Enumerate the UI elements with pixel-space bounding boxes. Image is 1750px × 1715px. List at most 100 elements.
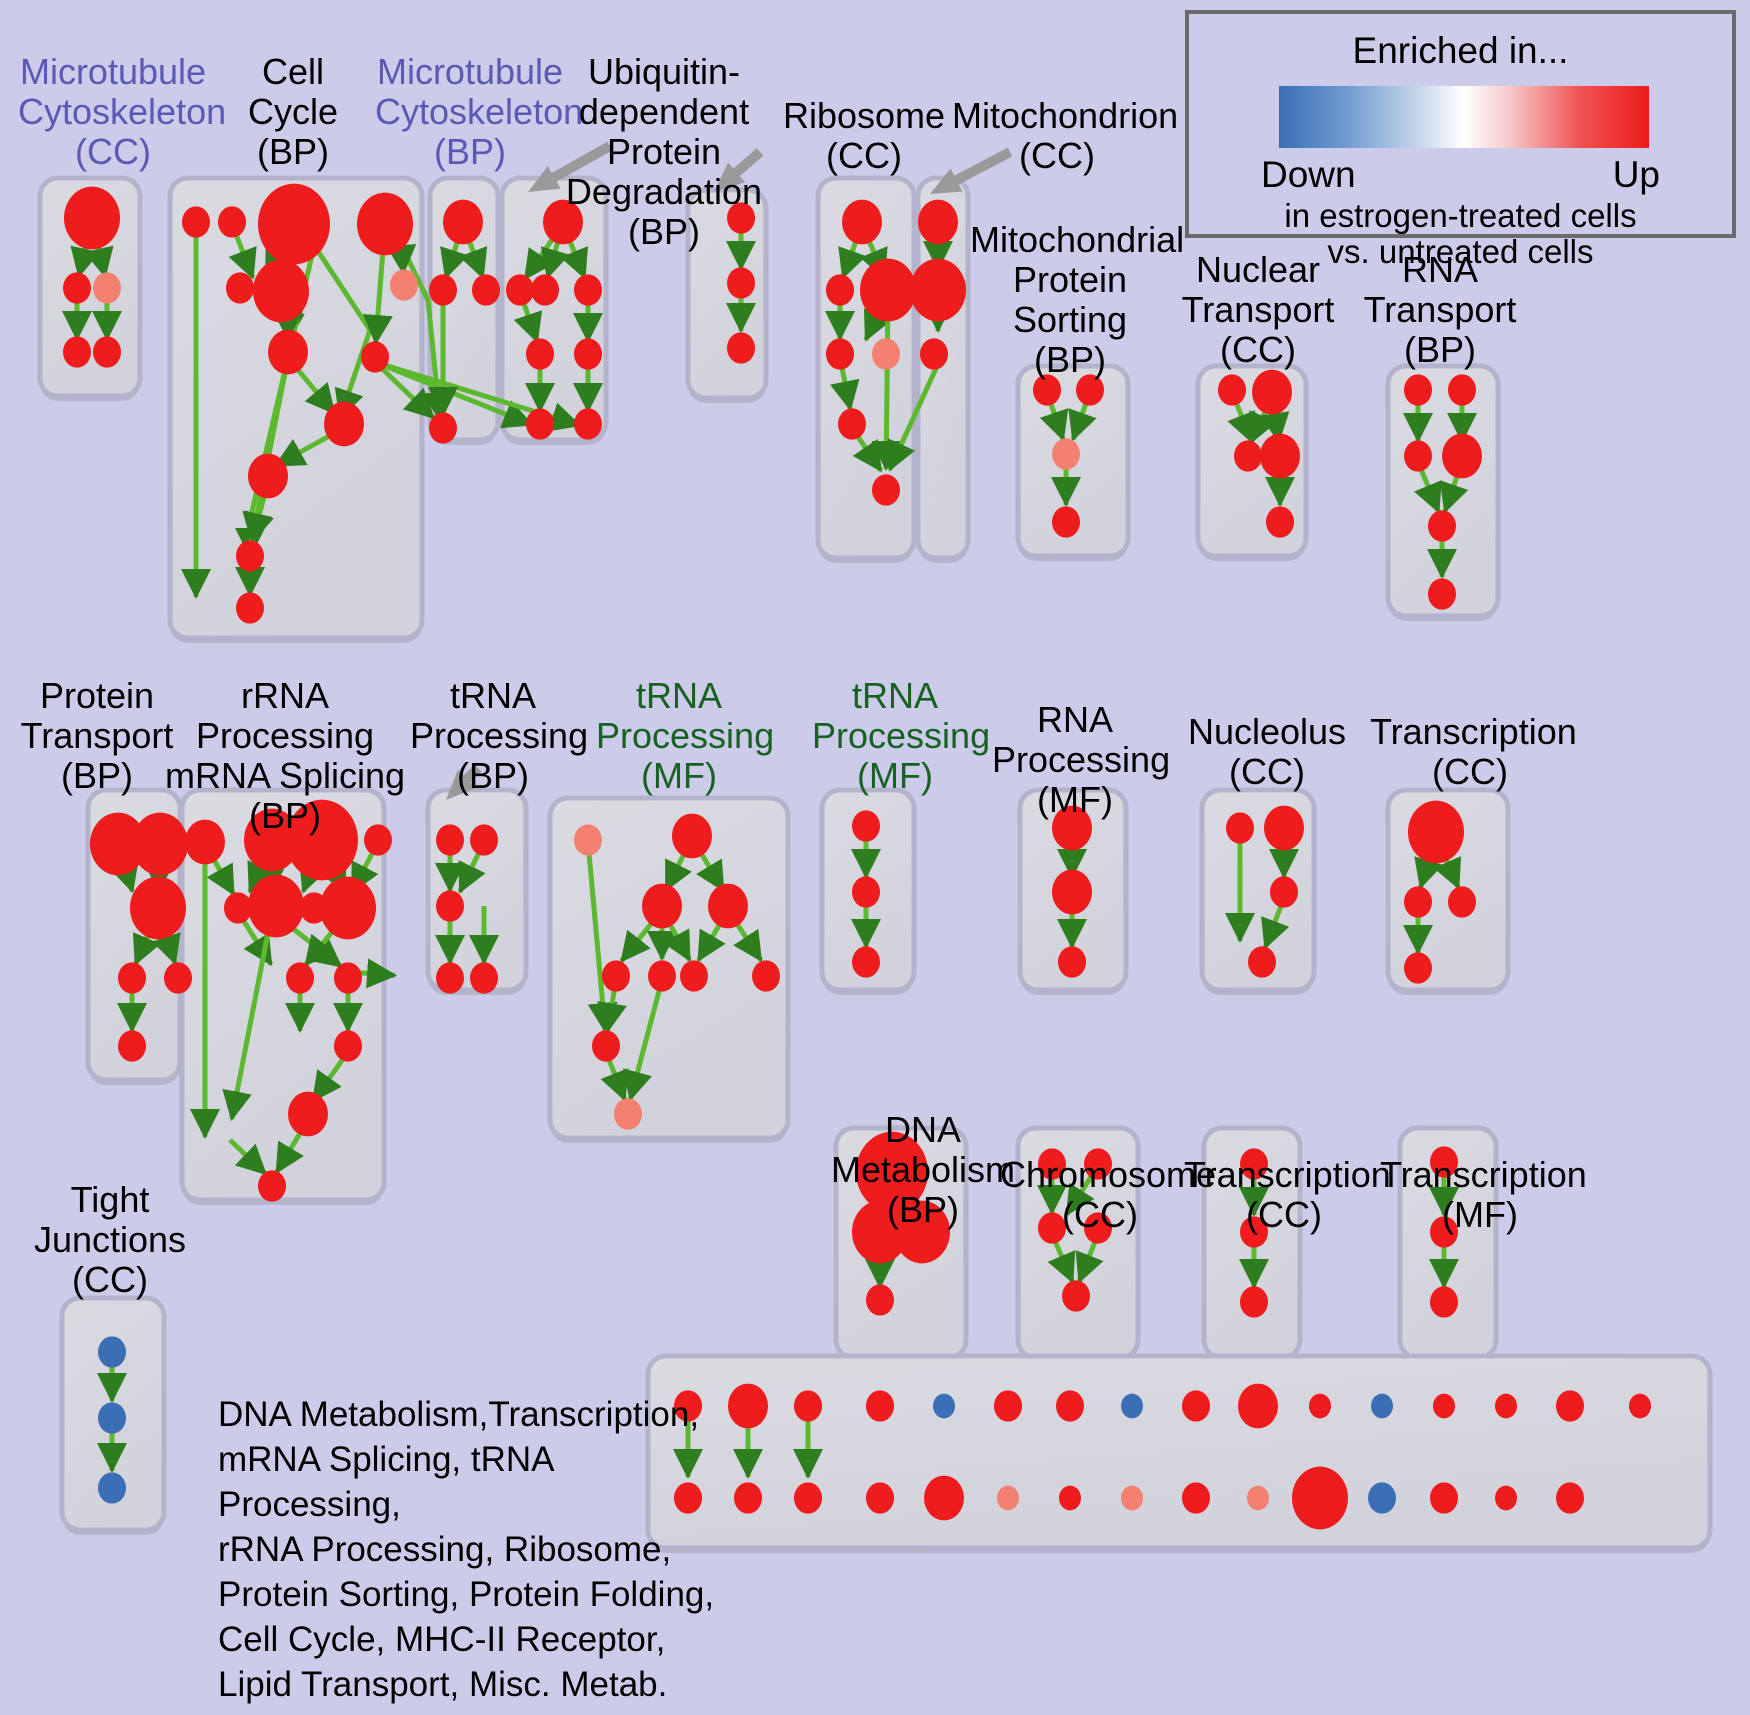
callout-mitochondrion-icon: [930, 147, 1013, 194]
gene-node: [1238, 1383, 1278, 1429]
gene-node: [1038, 1148, 1066, 1180]
gene-node: [852, 876, 880, 908]
gene-node: [574, 274, 602, 306]
gene-node: [1218, 374, 1246, 406]
gene-node: [93, 336, 121, 368]
gene-node: [826, 338, 854, 370]
callout-arrows: [446, 141, 1013, 800]
cluster-label-tight-junctions-cc: Tight Junctions (CC): [33, 1179, 187, 1300]
gene-node: [470, 824, 498, 856]
cluster-label-microtubule-cytoskeleton-cc: Microtubule Cytoskeleton (CC): [18, 51, 227, 172]
gene-node: [224, 892, 252, 924]
cluster-label-protein-transport-bp: Protein Transport (BP): [20, 675, 174, 796]
gene-node: [642, 883, 682, 929]
cluster-label-transcription-cc-1: Transcription (CC): [1370, 711, 1577, 792]
cluster-label-microtubule-cytoskeleton-bp: Microtubule Cytoskeleton (BP): [375, 51, 584, 172]
gene-node: [794, 1390, 822, 1422]
gene-node: [436, 962, 464, 994]
callout-ribosome-cc-icon: [714, 148, 764, 192]
gene-node: [794, 1482, 822, 1514]
gene-node: [1121, 1485, 1143, 1511]
gene-node: [574, 824, 602, 856]
gene-node: [1240, 1286, 1268, 1318]
gene-node: [1430, 1146, 1458, 1178]
gene-node: [1058, 946, 1086, 978]
gene-node: [436, 824, 464, 856]
gene-node: [334, 962, 362, 994]
cluster-label-ribosome-cc: Ribosome (CC): [782, 95, 946, 176]
gene-node: [826, 274, 854, 306]
gene-node: [248, 874, 304, 938]
gene-node: [236, 540, 264, 572]
gene-node: [164, 962, 192, 994]
summary-text-block: DNA Metabolism,Transcription, mRNA Splic…: [218, 1395, 715, 1704]
gene-node: [1404, 886, 1432, 918]
gene-node: [592, 1030, 620, 1062]
gene-node: [1226, 812, 1254, 844]
gene-node: [1240, 1148, 1268, 1180]
gene-node: [1408, 800, 1464, 864]
gene-node: [674, 1482, 702, 1514]
gene-node: [1052, 438, 1080, 470]
gene-node: [838, 408, 866, 440]
gene-node: [472, 274, 500, 306]
cluster-label-transcription-cc-2: Transcription (CC): [1184, 1154, 1391, 1235]
gene-node: [470, 962, 498, 994]
gene-node: [429, 274, 457, 306]
gene-node: [63, 272, 91, 304]
gene-node: [1084, 1148, 1112, 1180]
gene-node: [852, 1200, 908, 1264]
gene-node: [1052, 506, 1080, 538]
gene-node: [1556, 1390, 1584, 1422]
gene-edge: [887, 362, 941, 472]
gene-node: [1052, 869, 1092, 915]
gene-node: [1368, 1482, 1396, 1514]
gene-node: [1309, 1393, 1331, 1419]
gene-node: [648, 960, 676, 992]
cluster-panel-trna-processing-bp: [425, 787, 529, 993]
gene-node: [1182, 1482, 1210, 1514]
cluster-label-trna-processing-bp: tRNA Processing (BP): [410, 675, 589, 796]
cluster-label-trna-processing-mf-2: tRNA Processing (MF): [812, 675, 991, 796]
gene-node: [1448, 886, 1476, 918]
gene-node: [852, 946, 880, 978]
gene-node: [574, 338, 602, 370]
gene-node: [118, 962, 146, 994]
gene-node: [1495, 1485, 1517, 1511]
gene-node: [1371, 1393, 1393, 1419]
gene-node: [531, 274, 559, 306]
gene-node: [1121, 1393, 1143, 1419]
gene-node: [1266, 506, 1294, 538]
gene-edge: [623, 979, 665, 1102]
gene-node: [866, 1390, 894, 1422]
cluster-label-cell-cycle-bp: Cell Cycle (BP): [247, 51, 339, 172]
gene-node: [1433, 1393, 1455, 1419]
gene-node: [994, 1390, 1022, 1422]
gene-node: [1430, 1482, 1458, 1514]
gene-node: [98, 1472, 126, 1504]
gene-node: [727, 202, 755, 234]
gene-node: [1248, 946, 1276, 978]
cluster-label-chromosome-cc: Chromosome (CC): [1000, 1154, 1217, 1235]
gene-node: [918, 199, 958, 245]
cluster-label-rna-processing-mf: RNA Processing (MF): [992, 699, 1171, 820]
legend-color-bar: [1279, 86, 1649, 148]
gene-node: [1252, 369, 1292, 415]
gene-node: [357, 192, 413, 256]
gene-node: [1292, 1466, 1348, 1530]
cluster-label-dna-metabolism-bp: DNA Metabolism (BP): [830, 1109, 1016, 1230]
gene-node: [1062, 1280, 1090, 1312]
gene-node: [218, 206, 246, 238]
gene-node: [708, 883, 748, 929]
gene-node: [1629, 1393, 1651, 1419]
gene-node: [1264, 805, 1304, 851]
gene-node: [933, 1393, 955, 1419]
gene-node: [674, 1390, 702, 1422]
gene-node: [288, 1091, 328, 1137]
gene-node: [436, 890, 464, 922]
gene-node: [1038, 1212, 1066, 1244]
gene-node: [872, 338, 900, 370]
gene-node: [734, 1482, 762, 1514]
callout-ubiquitin-icon: [528, 141, 613, 192]
gene-node: [1448, 374, 1476, 406]
